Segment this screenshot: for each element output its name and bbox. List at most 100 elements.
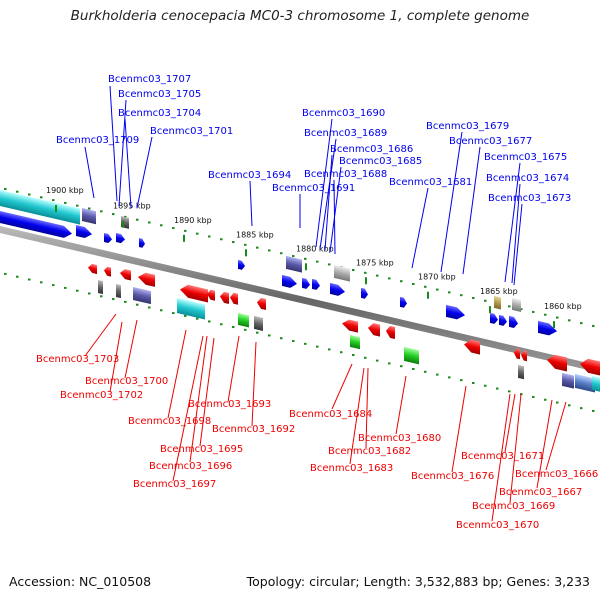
track-dot — [424, 370, 427, 373]
gene-label-top: Bcenmc03_1685 — [339, 156, 422, 167]
leader-line — [411, 187, 429, 269]
leader-line — [513, 203, 523, 286]
track-dot — [316, 345, 319, 348]
track-dot — [64, 286, 67, 289]
forward-gene-arrow — [312, 278, 320, 290]
track-dot — [112, 298, 115, 301]
gene-label-bottom: Bcenmc03_1666 — [515, 469, 598, 480]
track-dot — [556, 316, 559, 319]
backbone-band — [0, 226, 600, 373]
gene-label-top: Bcenmc03_1675 — [484, 152, 567, 163]
leader-line — [491, 393, 511, 522]
scale-tick-label: 1875 kbp — [356, 258, 394, 267]
gene-label-bottom: Bcenmc03_1669 — [472, 501, 555, 512]
leader-line — [545, 401, 567, 471]
track-dot — [472, 381, 475, 384]
track-dot — [124, 300, 127, 303]
gene-box — [334, 264, 350, 282]
scale-tick-mark — [427, 291, 429, 299]
label-leader-lines — [84, 85, 567, 522]
gene-label-bottom: Bcenmc03_1683 — [310, 463, 393, 474]
reverse-gene-arrow — [342, 319, 358, 333]
track-dot — [244, 243, 247, 246]
forward-gene-arrow — [139, 237, 145, 248]
track-dot — [532, 310, 535, 313]
leader-line — [136, 136, 153, 209]
track-dot — [568, 319, 571, 322]
gene-box — [238, 312, 249, 328]
leader-line — [329, 166, 342, 253]
forward-gene-arrow — [302, 277, 310, 289]
track-dot — [436, 373, 439, 376]
track-dot — [364, 356, 367, 359]
leader-line — [84, 313, 117, 357]
gene-label-top: Bcenmc03_1688 — [304, 169, 387, 180]
scale-tick-mark — [245, 249, 247, 257]
leader-line — [315, 118, 333, 248]
scale-tick-label: 1870 kbp — [418, 273, 456, 282]
gene-label-bottom: Bcenmc03_1682 — [328, 446, 411, 457]
gene-box — [133, 286, 151, 305]
track-dot — [304, 342, 307, 345]
gene-box — [512, 297, 521, 312]
reverse-gene-arrow — [547, 354, 567, 372]
gene-label-top: Bcenmc03_1674 — [486, 173, 569, 184]
track-dot — [52, 284, 55, 287]
forward-gene-arrow — [238, 259, 245, 270]
gene-box — [254, 315, 263, 332]
gene-label-bottom: Bcenmc03_1676 — [411, 471, 494, 482]
reverse-gene-arrow — [104, 266, 111, 277]
reverse-gene-arrow — [138, 272, 155, 287]
leader-line — [124, 118, 132, 209]
gene-label-bottom: Bcenmc03_1695 — [160, 444, 243, 455]
track-dot — [388, 277, 391, 280]
gene-label-top: Bcenmc03_1701 — [150, 126, 233, 137]
track-dot — [580, 322, 583, 325]
track-dot — [100, 210, 103, 213]
scale-tick-mark — [183, 234, 185, 242]
track-dot — [220, 238, 223, 241]
track-dot — [328, 348, 331, 351]
gene-label-top: Bcenmc03_1705 — [118, 89, 201, 100]
forward-gene-arrow — [361, 287, 368, 299]
track-dot — [532, 395, 535, 398]
gene-label-bottom: Bcenmc03_1680 — [358, 433, 441, 444]
track-dot — [292, 255, 295, 258]
track-dot — [244, 328, 247, 331]
reverse-gene-arrow — [220, 291, 229, 305]
gene-box — [518, 364, 524, 380]
scale-tick-mark — [55, 205, 57, 213]
track-dot — [40, 281, 43, 284]
gene-label-top: Bcenmc03_1690 — [302, 108, 385, 119]
scale-tick-label: 1880 kbp — [296, 244, 334, 253]
gene-box — [494, 295, 501, 310]
forward-gene-arrow — [116, 232, 125, 244]
track-dot — [40, 196, 43, 199]
gene-label-bottom: Bcenmc03_1698 — [128, 416, 211, 427]
leader-line — [124, 319, 138, 379]
rna-feature-box — [592, 375, 600, 392]
scale-tick-label: 1865 kbp — [480, 287, 518, 296]
track-dot — [460, 294, 463, 297]
gene-label-bottom: Bcenmc03_1670 — [456, 520, 539, 531]
reverse-gene-arrow — [464, 339, 480, 355]
track-dot — [160, 224, 163, 227]
scale-tick-mark — [489, 306, 491, 314]
scale-tick-label: 1890 kbp — [174, 216, 212, 225]
track-dot — [304, 257, 307, 260]
scale-tick-label: 1900 kbp — [46, 186, 84, 195]
track-dot — [208, 320, 211, 323]
forward-gene-arrow — [330, 282, 345, 296]
track-dot — [196, 232, 199, 235]
track-dot — [220, 323, 223, 326]
gene-label-bottom: Bcenmc03_1696 — [149, 461, 232, 472]
forward-gene-arrow — [400, 296, 407, 308]
track-dot — [352, 354, 355, 357]
gene-label-bottom: Bcenmc03_1692 — [212, 424, 295, 435]
gene-features — [0, 190, 600, 393]
reverse-gene-arrow — [120, 269, 131, 281]
track-dot — [184, 314, 187, 317]
gene-label-bottom: Bcenmc03_1667 — [499, 487, 582, 498]
